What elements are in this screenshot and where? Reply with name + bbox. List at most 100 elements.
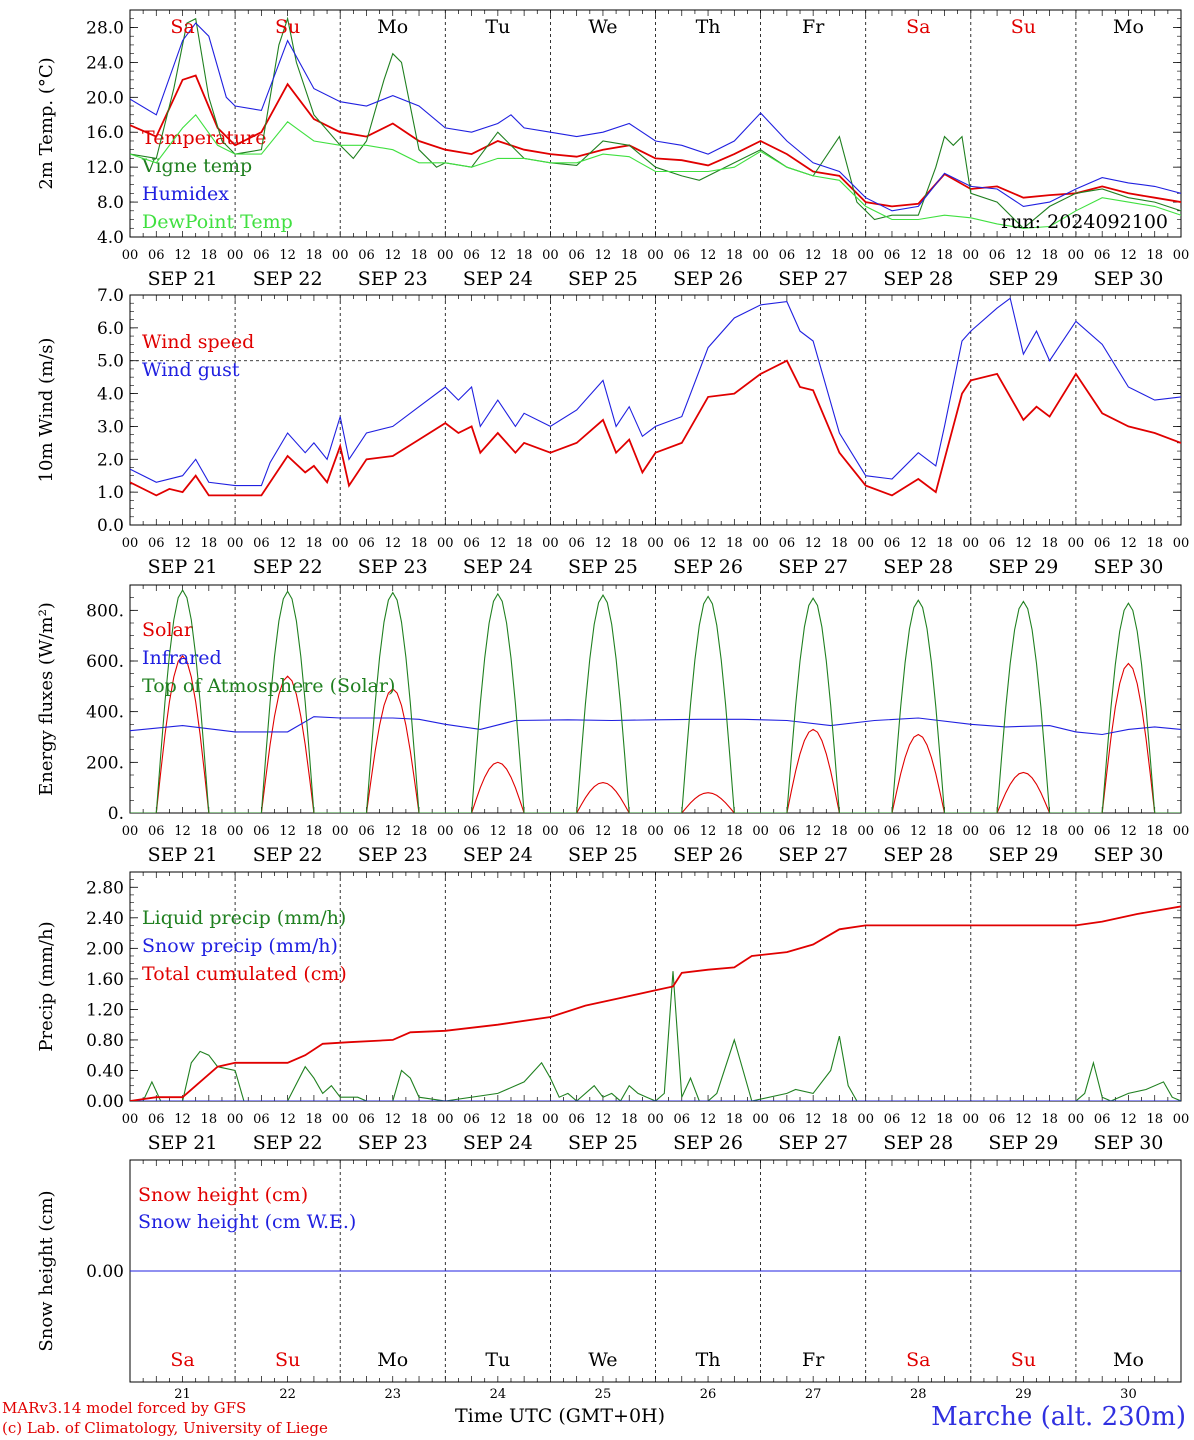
hour-tick-label: 00 <box>1068 824 1085 839</box>
legend-entry: Solar <box>142 619 194 641</box>
hour-tick-label: 00 <box>332 248 349 263</box>
date-label: SEP 25 <box>568 268 638 290</box>
date-label: SEP 24 <box>463 268 533 290</box>
weekday-label-bottom: Sa <box>906 1349 930 1371</box>
y-tick-label: 2.0 <box>97 450 124 470</box>
date-label: SEP 27 <box>778 1132 848 1154</box>
hour-tick-label: 00 <box>542 824 559 839</box>
hour-tick-label: 18 <box>1146 824 1163 839</box>
hour-tick-label: 18 <box>831 248 848 263</box>
y-tick-label: 600. <box>86 652 124 672</box>
y-tick-label: 1.60 <box>86 970 124 990</box>
hour-tick-label: 18 <box>1146 536 1163 551</box>
hour-tick-label: 06 <box>253 824 270 839</box>
date-label: SEP 27 <box>778 268 848 290</box>
hour-tick-label: 18 <box>726 536 743 551</box>
hour-tick-label: 12 <box>384 1112 401 1127</box>
weekday-label: Tu <box>485 16 510 38</box>
weekday-label-bottom: Su <box>275 1349 300 1371</box>
date-label: SEP 23 <box>358 844 428 866</box>
date-label: SEP 26 <box>673 1132 743 1154</box>
hour-tick-label: 18 <box>936 824 953 839</box>
hour-tick-label: 12 <box>490 824 507 839</box>
hour-tick-label: 06 <box>884 536 901 551</box>
weekday-label-bottom: Tu <box>485 1349 510 1371</box>
hour-tick-label: 18 <box>831 536 848 551</box>
y-tick-label: 0.00 <box>86 1092 124 1112</box>
day-number: 22 <box>279 1387 296 1402</box>
date-label: SEP 21 <box>148 1132 218 1154</box>
hour-tick-label: 18 <box>411 824 428 839</box>
date-label: SEP 24 <box>463 844 533 866</box>
hour-tick-label: 06 <box>148 824 165 839</box>
date-label: SEP 24 <box>463 1132 533 1154</box>
hour-tick-label: 12 <box>1015 248 1032 263</box>
hour-tick-label: 00 <box>1068 248 1085 263</box>
date-label: SEP 25 <box>568 1132 638 1154</box>
y-tick-label: 2.40 <box>86 909 124 929</box>
y-tick-label: 20.0 <box>86 88 124 108</box>
hour-tick-label: 12 <box>490 248 507 263</box>
series-line <box>130 22 1181 212</box>
hour-tick-label: 12 <box>700 248 717 263</box>
hour-tick-label: 00 <box>647 1112 664 1127</box>
y-tick-label: 8.0 <box>97 193 124 213</box>
y-axis-label: 2m Temp. (°C) <box>36 57 57 189</box>
y-tick-label: 24.0 <box>86 53 124 73</box>
panel-5: 0.00 Snow height (cm) Snow height (cm) Snow… <box>36 1159 1182 1383</box>
hour-tick-label: 18 <box>306 536 323 551</box>
panel-1: 4.0 8.0 12.0 16.0 20.0 24.0 28.0 2m Temp. (°C) T… <box>36 9 1189 290</box>
hour-tick-label: 06 <box>358 1112 375 1127</box>
hour-tick-label: 06 <box>358 824 375 839</box>
hour-tick-label: 12 <box>279 1112 296 1127</box>
hour-tick-label: 06 <box>148 248 165 263</box>
panel-4: 0.00 0.40 0.80 1.20 1.60 2.00 2.40 2.80 Precip (… <box>36 871 1189 1154</box>
date-label: SEP 22 <box>253 1132 323 1154</box>
series-line <box>130 905 1181 1101</box>
hour-tick-label: 00 <box>647 536 664 551</box>
y-axis-label: Snow height (cm) <box>36 1190 57 1351</box>
date-label: SEP 30 <box>1094 556 1164 578</box>
hour-tick-label: 18 <box>936 248 953 263</box>
hour-tick-label: 00 <box>1173 824 1190 839</box>
hour-tick-label: 06 <box>1094 824 1111 839</box>
weekday-label-bottom: Su <box>1011 1349 1036 1371</box>
hour-tick-label: 12 <box>700 824 717 839</box>
hour-tick-label: 00 <box>227 1112 244 1127</box>
hour-tick-label: 12 <box>1120 248 1137 263</box>
hour-tick-label: 12 <box>174 824 191 839</box>
y-tick-label: 1.0 <box>97 483 124 503</box>
hour-tick-label: 12 <box>384 824 401 839</box>
hour-tick-label: 06 <box>568 248 585 263</box>
hour-tick-label: 12 <box>700 1112 717 1127</box>
hour-tick-label: 18 <box>726 824 743 839</box>
hour-tick-label: 12 <box>805 248 822 263</box>
hour-tick-label: 00 <box>857 248 874 263</box>
date-label: SEP 25 <box>568 556 638 578</box>
hour-tick-label: 06 <box>779 824 796 839</box>
hour-tick-label: 00 <box>1068 536 1085 551</box>
weekday-label-bottom: Fr <box>802 1349 825 1371</box>
hour-tick-label: 18 <box>1041 824 1058 839</box>
hour-tick-label: 12 <box>910 536 927 551</box>
hour-tick-label: 18 <box>831 1112 848 1127</box>
hour-tick-label: 06 <box>674 1112 691 1127</box>
hour-tick-label: 18 <box>201 1112 218 1127</box>
hour-tick-label: 12 <box>595 824 612 839</box>
run-annotation: run: 2024092100 <box>1001 211 1168 233</box>
date-label: SEP 23 <box>358 1132 428 1154</box>
hour-tick-label: 12 <box>174 248 191 263</box>
hour-tick-label: 18 <box>621 536 638 551</box>
date-label: SEP 30 <box>1094 844 1164 866</box>
hour-tick-label: 06 <box>1094 248 1111 263</box>
hour-tick-label: 06 <box>989 824 1006 839</box>
y-tick-label: 0.00 <box>86 1262 124 1282</box>
hour-tick-label: 06 <box>568 1112 585 1127</box>
day-number: 30 <box>1120 1387 1137 1402</box>
legend-entry: Temperature <box>142 127 266 149</box>
hour-tick-label: 00 <box>1068 1112 1085 1127</box>
hour-tick-label: 06 <box>989 536 1006 551</box>
hour-tick-label: 06 <box>674 824 691 839</box>
day-number: 29 <box>1015 1387 1032 1402</box>
